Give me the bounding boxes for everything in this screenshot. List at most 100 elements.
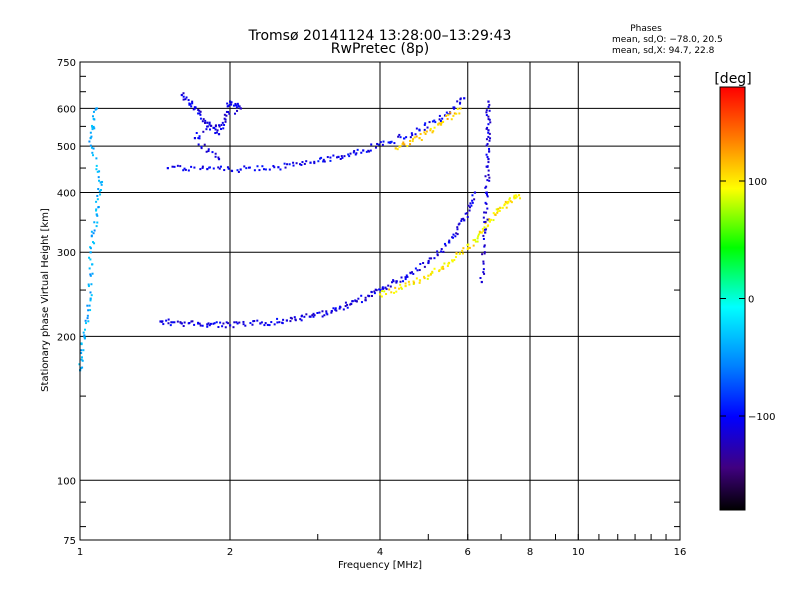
trace-dot [423,131,426,134]
trace-dot [89,247,92,250]
trace-dot [487,123,490,126]
data-point [277,166,280,169]
trace-dot [467,243,470,246]
trace-dot [488,179,491,182]
trace-dot [91,115,94,118]
data-point [83,335,86,338]
trace-dot [404,282,407,285]
trace-dot [227,105,230,108]
trace-dot [368,150,371,153]
trace-dot [194,106,197,109]
trace-dot [235,321,238,324]
trace-dot [396,148,399,151]
trace-dot [286,163,289,166]
trace-dot [485,165,488,168]
data-point [217,133,221,136]
trace-dot [354,153,357,156]
trace-dot [456,233,459,236]
trace-dot [403,143,406,146]
trace-dot [98,170,101,173]
trace-dot [450,259,453,262]
trace-dot [346,306,349,309]
trace-dot [430,257,433,260]
trace-dot [213,126,216,129]
trace-dot [505,206,508,209]
trace-dot [484,191,487,194]
data-point [239,168,242,171]
trace-dot [354,299,357,302]
stats-x: mean, sd,X: 94.7, 22.8 [612,46,715,56]
trace-dot [431,271,434,274]
data-point [480,231,483,234]
trace-dot [220,123,223,126]
trace-dot [424,122,427,125]
trace-dot [438,269,441,272]
trace-dot [198,322,201,325]
trace-dot [96,194,99,197]
trace-dot [258,169,261,172]
trace-dot [370,143,373,146]
trace-dot [253,169,256,172]
trace-dot [169,324,172,327]
trace-dot [201,324,204,327]
trace-dot [440,266,443,269]
data-point [487,100,490,103]
y-tick-label: 75 [63,536,76,547]
data-point [99,181,102,184]
trace-dot [447,114,450,117]
data-point [193,137,197,140]
trace-dot [191,100,194,103]
trace-dot [482,234,485,237]
data-point [217,158,221,161]
trace-dot [301,161,304,164]
trace-dot [242,323,245,326]
trace-dot [483,221,486,224]
trace-dot [230,103,233,106]
trace-dot [387,141,390,144]
trace-dot [86,317,89,320]
trace-dot [453,106,456,109]
trace-dot [441,265,444,268]
trace-dot [165,319,168,322]
trace-dot [214,152,217,155]
trace-dot [299,163,302,166]
data-point [229,324,232,327]
trace-dot [455,252,458,255]
trace-dot [349,152,352,155]
trace-dot [377,143,380,146]
trace-dot [460,218,463,221]
trace-dot [405,274,408,277]
trace-dot [485,127,488,130]
trace-dot [182,92,185,95]
trace-dot [305,160,308,163]
trace-dot [399,280,402,283]
trace-dot [93,229,96,232]
trace-dot [508,197,511,200]
trace-dot [443,242,446,245]
trace-dot [83,334,86,337]
trace-dot [95,208,98,211]
trace-dot [429,129,432,132]
trace-dot [431,131,434,134]
trace-dot [80,349,83,352]
trace-dot [472,244,475,247]
trace-dot [199,110,202,113]
trace-dot [456,100,459,103]
trace-dot [486,195,489,198]
trace-dot [485,153,488,156]
trace-dot [412,282,415,285]
data-point [473,191,477,194]
trace-dot [486,225,489,228]
trace-dot [395,290,398,293]
trace-dot [513,196,516,199]
trace-dot [323,314,326,317]
trace-dot [347,153,350,156]
data-point [463,219,466,222]
trace-dot [95,107,98,110]
trace-dot [281,322,284,325]
trace-dot [484,222,487,225]
trace-dot [206,125,209,128]
trace-dot [342,308,345,311]
trace-dot [416,269,419,272]
trace-dot [176,320,179,323]
